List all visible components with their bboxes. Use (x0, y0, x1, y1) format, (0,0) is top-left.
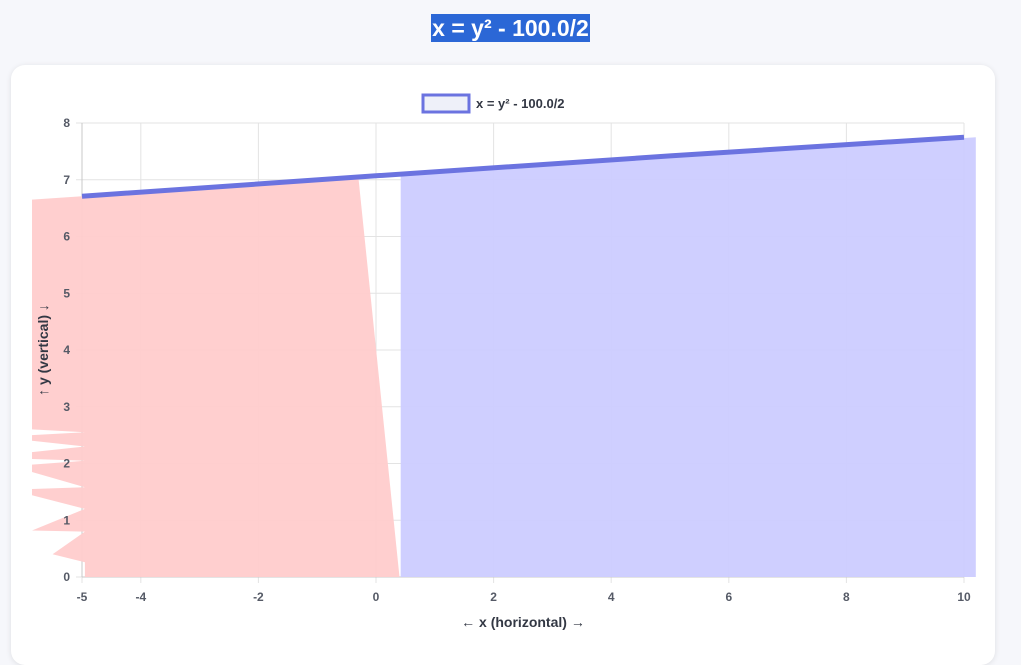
page-title: x = y² - 100.0/2 (431, 14, 590, 42)
x-tick-label-0: -5 (77, 590, 88, 604)
fill-region-0 (32, 177, 400, 577)
legend-label: x = y² - 100.0/2 (476, 96, 565, 111)
y-tick-label-8: 8 (63, 116, 70, 130)
x-tick-label-6: 6 (725, 590, 732, 604)
fill-regions (32, 137, 976, 577)
y-tick-label-1: 1 (63, 513, 70, 527)
y-tick-label-0: 0 (63, 570, 70, 584)
legend-swatch[interactable] (421, 93, 471, 114)
x-tick-label-5: 4 (608, 590, 615, 604)
x-tick-label-4: 2 (490, 590, 497, 604)
x-tick-label-7: 8 (843, 590, 850, 604)
y-tick-label-7: 7 (63, 173, 70, 187)
y-tick-label-6: 6 (63, 230, 70, 244)
x-tick-label-2: -2 (253, 590, 264, 604)
x-tick-label-1: -4 (135, 590, 146, 604)
y-tick-label-4: 4 (63, 343, 70, 357)
series-layer (81, 134, 965, 199)
fill-region-1 (400, 137, 976, 577)
y-tick-label-3: 3 (63, 400, 70, 414)
tick-labels: -5 -4 -2 0 2 4 6 8 10 0 1 2 3 4 5 6 7 8 (63, 116, 971, 604)
y-axis-label: ↑ y (vertical) ↓ (35, 304, 51, 396)
x-tick-label-8: 10 (957, 590, 971, 604)
y-tick-label-2: 2 (63, 457, 70, 471)
y-tick-label-5: 5 (63, 286, 70, 300)
legend[interactable]: x = y² - 100.0/2 (421, 93, 565, 114)
x-tick-label-3: 0 (373, 590, 380, 604)
series-line-0 (81, 134, 965, 199)
x-axis-label: ← x (horizontal) → (461, 614, 585, 630)
page-title-wrap: x = y² - 100.0/2 (0, 14, 1021, 42)
